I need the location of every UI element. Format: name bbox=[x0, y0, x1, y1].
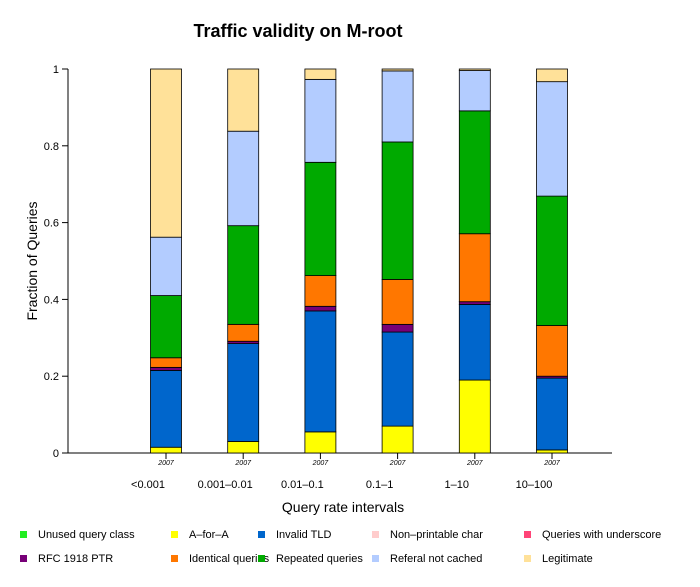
legend-item: Repeated queries bbox=[258, 553, 363, 565]
bar-segment bbox=[304, 431, 337, 454]
legend-item: Non–printable char bbox=[372, 529, 483, 541]
bar-segment bbox=[381, 141, 414, 280]
legend-item: Invalid TLD bbox=[258, 529, 331, 541]
bar-segment bbox=[227, 68, 260, 132]
y-tick-label: 1 bbox=[53, 64, 59, 76]
bar-segment bbox=[536, 325, 568, 377]
bar-segment bbox=[150, 295, 182, 359]
legend-swatch bbox=[524, 531, 531, 538]
x-year-label: 2007 bbox=[466, 460, 484, 467]
bar-segment bbox=[227, 225, 260, 325]
bar-segment bbox=[458, 68, 491, 71]
legend-swatch bbox=[372, 555, 379, 562]
bar-segment bbox=[304, 305, 337, 312]
bar-segment bbox=[536, 449, 568, 454]
legend: Unused query class A–for–A Invalid TLD Non–… bbox=[20, 529, 661, 565]
bar-segment bbox=[381, 425, 414, 454]
legend-label: RFC 1918 PTR bbox=[38, 553, 113, 565]
legend-item: Legitimate bbox=[524, 553, 593, 565]
bars bbox=[150, 68, 568, 454]
legend-swatch bbox=[372, 531, 379, 538]
bar-segment bbox=[458, 70, 491, 112]
bar-segment bbox=[304, 161, 337, 276]
legend-label: A–for–A bbox=[189, 529, 229, 541]
x-year-label: 2007 bbox=[543, 460, 561, 467]
bar-segment bbox=[227, 441, 260, 454]
bar-segment bbox=[150, 370, 182, 448]
x-year-label: 2007 bbox=[234, 460, 252, 467]
bar-segment bbox=[536, 81, 568, 197]
legend-label: Referal not cached bbox=[390, 553, 482, 565]
legend-label: Repeated queries bbox=[276, 553, 363, 565]
bar-segment bbox=[381, 70, 414, 143]
x-year-label: 2007 bbox=[157, 460, 175, 467]
legend-item: Queries with underscore bbox=[524, 529, 661, 541]
legend-label: Invalid TLD bbox=[276, 529, 331, 541]
legend-item: Unused query class bbox=[20, 529, 135, 541]
bar-segment bbox=[304, 68, 337, 80]
bar-segment bbox=[536, 195, 568, 326]
bar-segment bbox=[458, 110, 491, 235]
legend-swatch bbox=[258, 555, 265, 562]
bar-segment bbox=[227, 323, 260, 342]
bar-segment bbox=[458, 303, 491, 381]
y-axis-label: Fraction of Queries bbox=[24, 201, 40, 320]
y-tick-label: 0.8 bbox=[44, 141, 59, 153]
bar-segment bbox=[150, 357, 182, 368]
legend-label: Legitimate bbox=[542, 553, 593, 565]
x-category-label: 10–100 bbox=[516, 479, 553, 491]
bar-segment bbox=[381, 323, 414, 333]
legend-label: Non–printable char bbox=[390, 529, 483, 541]
x-category-label: 0.001–0.01 bbox=[198, 479, 253, 491]
bar-segment bbox=[304, 78, 337, 163]
y-tick-label: 0 bbox=[53, 448, 59, 460]
x-year-label: 2007 bbox=[312, 460, 330, 467]
x-category-label: 1–10 bbox=[445, 479, 469, 491]
legend-swatch bbox=[171, 555, 178, 562]
y-tick-label: 0.2 bbox=[44, 371, 59, 383]
legend-swatch bbox=[524, 555, 531, 562]
legend-swatch bbox=[258, 531, 265, 538]
x-year-label: 2007 bbox=[389, 460, 407, 467]
bar-segment bbox=[536, 377, 568, 451]
bar-segment bbox=[150, 68, 182, 238]
chart-title: Traffic validity on M-root bbox=[193, 21, 402, 41]
bar-segment bbox=[150, 366, 182, 371]
legend-label: Unused query class bbox=[38, 529, 135, 541]
y-tick-label: 0.6 bbox=[44, 218, 59, 230]
bar-segment bbox=[381, 68, 414, 72]
legend-item: Identical queries bbox=[171, 553, 270, 565]
bar-segment bbox=[458, 233, 491, 303]
x-axis-label: Query rate intervals bbox=[282, 499, 404, 515]
y-tick-label: 0.4 bbox=[44, 294, 59, 306]
bar-segment bbox=[227, 130, 260, 227]
x-category-label: 0.01–0.1 bbox=[281, 479, 324, 491]
bar-segment bbox=[150, 446, 182, 454]
legend-swatch bbox=[20, 555, 27, 562]
x-category-label: 0.1–1 bbox=[366, 479, 394, 491]
bar-segment bbox=[458, 379, 491, 454]
bar-segment bbox=[381, 279, 414, 325]
bar-segment bbox=[381, 331, 414, 427]
axes: 0 0.2 0.4 0.6 0.8 1 2007 <0.001 2007 0.001–0.01 20… bbox=[44, 64, 612, 491]
bar-segment bbox=[227, 343, 260, 442]
x-category-label: <0.001 bbox=[131, 479, 165, 491]
bar-segment bbox=[536, 68, 568, 83]
legend-label: Queries with underscore bbox=[542, 529, 661, 541]
bar-segment bbox=[304, 310, 337, 433]
bar-segment bbox=[304, 275, 337, 307]
legend-item: A–for–A bbox=[171, 529, 229, 541]
legend-swatch bbox=[171, 531, 178, 538]
bar-segment bbox=[150, 236, 182, 296]
legend-swatch bbox=[20, 531, 27, 538]
legend-label: Identical queries bbox=[189, 553, 270, 565]
bar-segment bbox=[458, 301, 491, 305]
legend-item: Referal not cached bbox=[372, 553, 482, 565]
legend-item: RFC 1918 PTR bbox=[20, 553, 113, 565]
